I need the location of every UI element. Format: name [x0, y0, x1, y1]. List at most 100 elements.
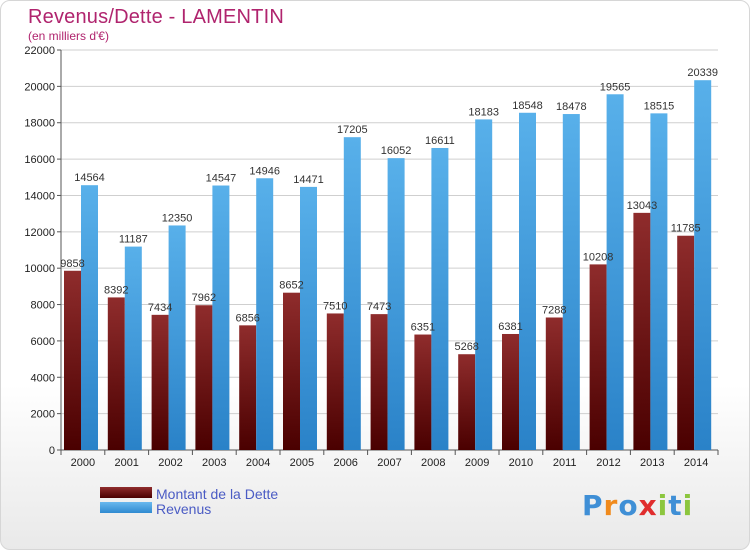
y-tick-label: 14000: [24, 190, 55, 202]
y-tick-label: 8000: [31, 300, 55, 312]
data-label-dette: 13043: [627, 200, 658, 212]
logo-letter: P: [582, 489, 604, 522]
bar-revenus: [300, 186, 317, 450]
y-tick-label: 10000: [24, 263, 55, 275]
proxiti-logo: Proxiti: [582, 489, 693, 522]
bar-revenus: [694, 80, 712, 450]
legend-swatch-dette: [100, 487, 152, 498]
bar-dette: [589, 264, 607, 450]
y-tick-label: 20000: [24, 81, 55, 93]
bar-dette: [283, 292, 300, 450]
data-label-revenus: 11187: [119, 234, 148, 246]
data-label-revenus: 16611: [425, 135, 455, 147]
data-label-revenus: 14564: [74, 172, 105, 184]
bar-revenus: [81, 185, 98, 450]
bar-dette: [458, 354, 476, 450]
data-label-dette: 9858: [60, 258, 84, 270]
data-label-dette: 11785: [671, 223, 701, 235]
logo-letter: i: [658, 489, 669, 522]
bar-revenus: [387, 158, 405, 451]
data-label-dette: 7288: [542, 304, 566, 316]
data-label-revenus: 18478: [556, 101, 587, 113]
bar-revenus: [256, 178, 274, 450]
data-label-revenus: 18548: [512, 100, 543, 112]
data-label-dette: 6351: [411, 322, 435, 334]
x-tick-label: 2013: [640, 457, 664, 469]
logo-letter: t: [668, 489, 682, 522]
bar-dette: [502, 333, 519, 450]
bar-dette: [195, 305, 213, 450]
data-label-revenus: 18183: [468, 106, 499, 118]
legend-label-dette: Montant de la Dette: [156, 486, 278, 502]
legend-label-revenus: Revenus: [156, 501, 211, 517]
bar-dette: [677, 235, 695, 450]
data-label-dette: 10208: [583, 251, 614, 263]
bar-revenus: [212, 185, 230, 450]
bar-dette: [326, 313, 344, 450]
data-label-revenus: 14471: [293, 174, 324, 186]
y-tick-label: 22000: [24, 45, 55, 57]
y-tick-label: 6000: [31, 336, 55, 348]
bar-revenus: [475, 119, 493, 451]
y-tick-label: 0: [49, 445, 55, 457]
x-tick-label: 2010: [509, 457, 533, 469]
x-tick-label: 2007: [377, 457, 401, 469]
data-label-dette: 8652: [279, 280, 303, 292]
bar-revenus: [343, 137, 361, 450]
chart-subtitle: (en milliers d'€): [28, 29, 109, 43]
bar-revenus: [124, 246, 142, 450]
data-label-dette: 7473: [367, 301, 391, 313]
data-label-revenus: 14547: [206, 173, 237, 185]
x-tick-label: 2012: [596, 457, 620, 469]
x-tick-label: 2005: [290, 457, 314, 469]
x-tick-label: 2004: [246, 457, 270, 469]
bar-revenus: [168, 225, 186, 450]
bar-revenus: [519, 112, 536, 450]
y-tick-label: 12000: [24, 227, 55, 239]
bar-revenus: [562, 114, 580, 450]
bar-dette: [64, 270, 81, 450]
bar-revenus: [431, 147, 449, 450]
legend-swatch-revenus: [100, 502, 152, 513]
x-tick-label: 2014: [684, 457, 708, 469]
data-label-revenus: 16052: [381, 145, 412, 157]
x-tick-label: 2011: [553, 457, 577, 469]
data-labels: 9858 14564 8392 11187 7434 12350 7962 14547 6856…: [60, 67, 718, 353]
x-tick-label: 2008: [421, 457, 445, 469]
data-label-revenus: 20339: [687, 67, 718, 79]
bars: [64, 80, 712, 451]
y-tick-label: 18000: [24, 118, 55, 130]
y-tick-label: 4000: [31, 372, 55, 384]
bar-dette: [151, 314, 169, 450]
data-label-dette: 5268: [454, 341, 478, 353]
data-label-revenus: 18515: [644, 100, 675, 112]
y-tick-label: 2000: [31, 409, 55, 421]
x-tick-label: 2003: [202, 457, 226, 469]
data-label-revenus: 12350: [162, 212, 193, 224]
data-label-revenus: 14946: [249, 165, 280, 177]
x-tick-label: 2006: [333, 457, 357, 469]
data-label-dette: 6856: [235, 312, 259, 324]
logo-letter: x: [639, 489, 658, 522]
data-label-dette: 7434: [148, 302, 172, 314]
bar-revenus: [606, 94, 624, 450]
x-tick-label: 2001: [114, 457, 138, 469]
x-tick-label: 2002: [158, 457, 182, 469]
bar-dette: [107, 297, 125, 450]
bar-revenus: [650, 113, 668, 450]
bar-dette: [370, 314, 388, 450]
data-label-dette: 7510: [323, 300, 347, 312]
data-label-revenus: 19565: [600, 81, 631, 93]
bar-dette: [414, 334, 432, 450]
data-label-dette: 7962: [192, 292, 216, 304]
bar-dette: [633, 212, 651, 450]
bar-dette: [239, 325, 257, 450]
data-label-revenus: 17205: [337, 124, 368, 136]
data-label-dette: 6381: [498, 321, 522, 333]
logo-letter: i: [683, 489, 694, 522]
data-label-dette: 8392: [104, 284, 128, 296]
proxiti-logo-text: Proxiti: [582, 489, 693, 522]
y-tick-label: 16000: [24, 154, 55, 166]
